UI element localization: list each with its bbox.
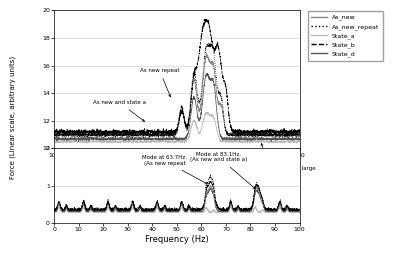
Legend: As_new, As_new_repeat, State_a, State_b, State_d: As_new, As_new_repeat, State_a, State_b,… <box>307 10 383 61</box>
Text: As new and state a: As new and state a <box>93 100 146 121</box>
Text: Mode at 83.1Hz.
(As new and state a): Mode at 83.1Hz. (As new and state a) <box>190 152 255 189</box>
X-axis label: Frequency (Hz): Frequency (Hz) <box>145 235 209 244</box>
Text: As new repeat: As new repeat <box>140 68 179 97</box>
Text: Minimum corresponding to large
response peak: Minimum corresponding to large response … <box>226 144 315 177</box>
Text: Mode at 63.7Hz.
(As new repeat: Mode at 63.7Hz. (As new repeat <box>142 155 207 184</box>
Text: Force (Linear scale, arbitrary units): Force (Linear scale, arbitrary units) <box>9 56 16 179</box>
